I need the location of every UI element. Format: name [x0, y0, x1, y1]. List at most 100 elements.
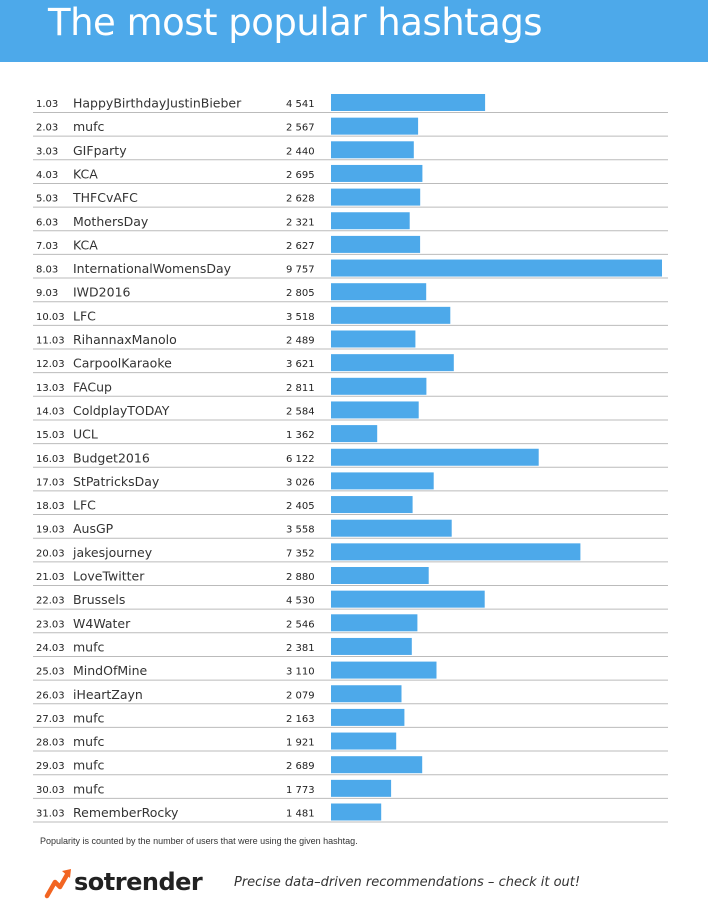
row-date: 6.03	[36, 217, 58, 228]
hashtag-label: W4Water	[73, 616, 131, 631]
row-date: 22.03	[36, 596, 65, 607]
value-label: 2 567	[286, 123, 315, 134]
table-row: 2.03 mufc 2 567	[33, 117, 668, 137]
hashtag-label: InternationalWomensDay	[73, 261, 232, 276]
row-date: 31.03	[36, 809, 65, 820]
row-date: 15.03	[36, 430, 65, 441]
row-date: 14.03	[36, 406, 65, 417]
row-date: 20.03	[36, 548, 65, 559]
value-label: 2 689	[286, 761, 315, 772]
table-row: 31.03 RememberRocky 1 481	[33, 803, 668, 823]
hashtag-bar-chart: 1.03 HappyBirthdayJustinBieber 4 541 2.03 mu…	[33, 94, 668, 823]
row-date: 1.03	[36, 99, 58, 110]
row-date: 19.03	[36, 525, 65, 536]
value-label: 7 352	[286, 548, 315, 559]
bar	[331, 141, 414, 159]
row-date: 3.03	[36, 146, 58, 157]
table-row: 12.03 CarpoolKaraoke 3 621	[33, 354, 668, 374]
value-label: 2 627	[286, 241, 315, 252]
table-row: 26.03 iHeartZayn 2 079	[33, 685, 668, 705]
table-row: 28.03 mufc 1 921	[33, 732, 668, 752]
value-label: 2 405	[286, 501, 315, 512]
value-label: 3 518	[286, 312, 315, 323]
table-row: 19.03 AusGP 3 558	[33, 519, 668, 539]
bar	[331, 756, 423, 774]
hashtag-label: THFCvAFC	[72, 190, 138, 205]
bar	[331, 803, 382, 821]
value-label: 4 530	[286, 596, 315, 607]
table-row: 1.03 HappyBirthdayJustinBieber 4 541	[33, 94, 668, 113]
hashtag-label: IWD2016	[73, 285, 131, 300]
table-row: 18.03 LFC 2 405	[33, 496, 668, 516]
hashtag-label: mufc	[73, 639, 104, 654]
row-date: 26.03	[36, 690, 65, 701]
table-row: 29.03 mufc 2 689	[33, 756, 668, 776]
hashtag-label: MindOfMine	[73, 663, 148, 678]
value-label: 2 079	[286, 690, 315, 701]
logo-arrow-icon	[44, 869, 71, 899]
bar	[331, 661, 437, 679]
table-row: 22.03 Brussels 4 530	[33, 590, 668, 610]
logo-wordmark: sotrender	[74, 868, 203, 896]
value-label: 6 122	[286, 454, 315, 465]
row-date: 23.03	[36, 619, 65, 630]
hashtag-label: GIFparty	[73, 143, 127, 158]
header-banner: The most popular hashtags	[0, 0, 708, 62]
row-date: 2.03	[36, 123, 58, 134]
row-date: 17.03	[36, 477, 65, 488]
bar	[331, 519, 452, 537]
value-label: 2 546	[286, 619, 315, 630]
sotrender-logo[interactable]: sotrender	[44, 866, 214, 900]
bar	[331, 637, 412, 655]
hashtag-label: mufc	[73, 758, 104, 773]
table-row: 20.03 jakesjourney 7 352	[33, 543, 668, 563]
bar	[331, 496, 413, 514]
value-label: 4 541	[286, 99, 315, 110]
table-row: 3.03 GIFparty 2 440	[33, 141, 668, 161]
row-date: 10.03	[36, 312, 65, 323]
table-row: 15.03 UCL 1 362	[33, 425, 668, 445]
value-label: 2 805	[286, 288, 315, 299]
bar	[331, 472, 434, 490]
hashtag-label: LFC	[73, 498, 96, 513]
bar	[331, 330, 416, 348]
value-label: 2 695	[286, 170, 315, 181]
value-label: 1 362	[286, 430, 315, 441]
bar	[331, 354, 454, 372]
value-label: 9 757	[286, 265, 315, 276]
bar	[331, 283, 427, 301]
value-label: 2 628	[286, 194, 315, 205]
hashtag-label: KCA	[73, 237, 98, 252]
row-date: 28.03	[36, 738, 65, 749]
hashtag-label: mufc	[73, 710, 104, 725]
value-label: 1 481	[286, 809, 315, 820]
table-row: 23.03 W4Water 2 546	[33, 614, 668, 634]
bar	[331, 306, 451, 324]
value-label: 2 440	[286, 146, 315, 157]
hashtag-label: LoveTwitter	[73, 569, 145, 584]
footnote: Popularity is counted by the number of u…	[40, 836, 358, 846]
table-row: 5.03 THFCvAFC 2 628	[33, 188, 668, 208]
value-label: 3 621	[286, 359, 315, 370]
table-row: 7.03 KCA 2 627	[33, 235, 668, 255]
value-label: 1 921	[286, 738, 315, 749]
table-row: 14.03 ColdplayTODAY 2 584	[33, 401, 668, 421]
hashtag-label: Budget2016	[73, 450, 150, 465]
tagline-link[interactable]: Precise data–driven recommendations – ch…	[234, 875, 581, 890]
bar	[331, 94, 486, 111]
hashtag-label: AusGP	[73, 521, 114, 536]
bar	[331, 448, 539, 466]
bar	[331, 164, 423, 182]
row-date: 5.03	[36, 194, 58, 205]
hashtag-label: jakesjourney	[72, 545, 153, 560]
hashtag-label: LFC	[73, 308, 96, 323]
bar	[331, 212, 410, 230]
bar	[331, 235, 421, 253]
row-date: 8.03	[36, 265, 58, 276]
table-row: 17.03 StPatricksDay 3 026	[33, 472, 668, 492]
table-row: 6.03 MothersDay 2 321	[33, 212, 668, 232]
table-row: 16.03 Budget2016 6 122	[33, 448, 668, 468]
table-row: 4.03 KCA 2 695	[33, 164, 668, 184]
value-label: 2 811	[286, 383, 315, 394]
row-date: 16.03	[36, 454, 65, 465]
